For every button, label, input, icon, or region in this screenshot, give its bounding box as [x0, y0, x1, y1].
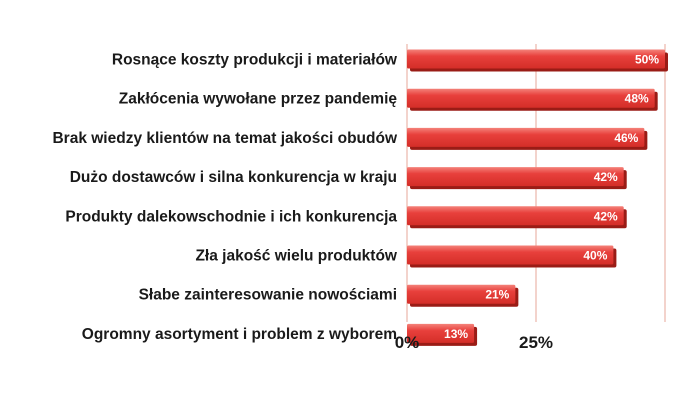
bar — [407, 127, 645, 147]
bar-value-label: 42% — [594, 209, 618, 223]
bar — [407, 323, 475, 343]
x-tick-label: 0% — [395, 333, 420, 352]
x-axis-ticks: 0% 25% — [395, 333, 553, 352]
category-label: Słabe zainteresowanie nowościami — [139, 287, 397, 304]
category-label: Rosnące koszty produkcji i materiałów — [112, 52, 398, 69]
bar — [407, 245, 614, 265]
bar — [407, 167, 624, 187]
bar — [407, 49, 665, 69]
x-tick-label: 25% — [519, 333, 553, 352]
bar-value-label: 13% — [444, 327, 468, 341]
category-label: Brak wiedzy klientów na temat jakości ob… — [52, 130, 397, 147]
bar-value-label: 42% — [594, 170, 618, 184]
bar — [407, 206, 624, 226]
category-label: Zakłócenia wywołane przez pandemię — [119, 91, 398, 108]
category-label: Dużo dostawców i silna konkurencja w kra… — [70, 169, 397, 186]
category-labels: Rosnące koszty produkcji i materiałów Zak… — [52, 52, 397, 343]
bar — [407, 284, 516, 304]
category-label: Ogromny asortyment i problem z wyborem — [82, 326, 397, 343]
bars: 50% 48% 46% 42% 42% 40% 21% 13% — [407, 49, 668, 346]
bar-value-label: 46% — [614, 131, 638, 145]
category-label: Produkty dalekowschodnie i ich konkurenc… — [65, 208, 397, 225]
bar-value-label: 40% — [583, 249, 607, 263]
bar-value-label: 21% — [485, 288, 509, 302]
category-label: Zła jakość wielu produktów — [195, 248, 397, 265]
bar-value-label: 50% — [635, 53, 659, 67]
bar-value-label: 48% — [625, 92, 649, 106]
bar — [407, 88, 655, 108]
